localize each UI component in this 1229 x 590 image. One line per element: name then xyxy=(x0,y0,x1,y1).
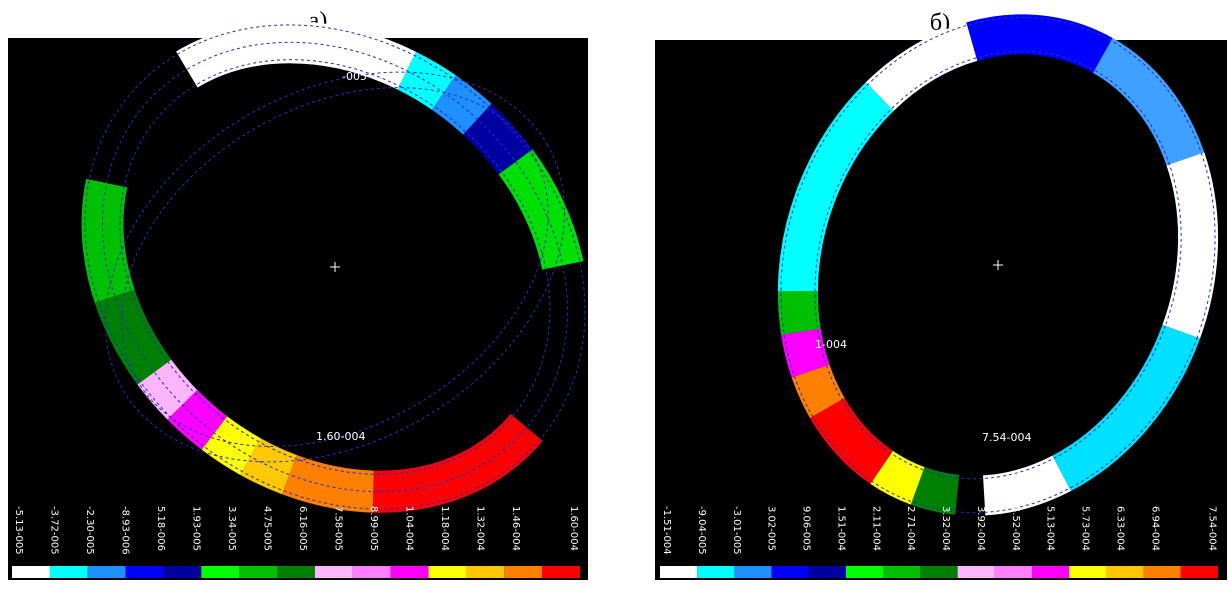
legend-label: 2.71-004 xyxy=(905,506,916,551)
legend-label: 8.99-005 xyxy=(368,506,379,551)
legend-label: 4.52-004 xyxy=(1010,506,1021,551)
legend-label: 4.75-005 xyxy=(262,506,273,551)
legend-label: 6.16-005 xyxy=(297,506,308,551)
legend-swatch xyxy=(660,566,697,578)
legend-swatch xyxy=(734,566,771,578)
legend-swatch xyxy=(277,566,315,578)
legend-label: -8.93-006 xyxy=(120,506,131,555)
legend-swatch xyxy=(239,566,277,578)
legend-swatch xyxy=(846,566,883,578)
legend-swatch xyxy=(772,566,809,578)
figure: а) б) -005 1.60-004 xyxy=(0,0,1229,585)
legend-label: 3.92-004 xyxy=(975,506,986,551)
legend-swatch xyxy=(429,566,467,578)
legend-swatch xyxy=(697,566,734,578)
legend-label: -3.01-005 xyxy=(731,506,742,555)
annotation: -005 xyxy=(342,70,367,83)
legend-label: 3.02-005 xyxy=(766,506,777,551)
legend-label: 1.93-005 xyxy=(191,506,202,551)
legend-label: 7.58-005 xyxy=(333,506,344,551)
legend-swatch xyxy=(1069,566,1106,578)
legend-swatch xyxy=(88,566,126,578)
legend-label: 1.60-004 xyxy=(568,506,579,551)
legend-label: -9.04-005 xyxy=(696,506,707,555)
legend-label: 1.46-004 xyxy=(510,506,521,551)
legend-swatch xyxy=(315,566,353,578)
legend-label: 6.33-004 xyxy=(1114,506,1125,551)
legend-swatch xyxy=(126,566,164,578)
legend-label: 9.06-005 xyxy=(801,506,812,551)
legend-swatch xyxy=(1144,566,1181,578)
legend-swatch xyxy=(504,566,542,578)
legend-label: 3.34-005 xyxy=(226,506,237,551)
legend-label: 1.32-004 xyxy=(475,506,486,551)
legend-label: 3.32-004 xyxy=(940,506,951,551)
legend-swatch xyxy=(920,566,957,578)
legend-label: 7.54-004 xyxy=(1206,506,1217,551)
legend-label: 5.13-004 xyxy=(1045,506,1056,551)
legend-label: -3.72-005 xyxy=(49,506,60,555)
annotation: 1-004 xyxy=(815,338,847,351)
legend-swatch xyxy=(958,566,995,578)
legend-swatch xyxy=(1181,566,1218,578)
legend-swatch xyxy=(883,566,920,578)
annotation: 1.60-004 xyxy=(316,430,365,443)
legend-swatch xyxy=(163,566,201,578)
legend-label: -1.51-004 xyxy=(661,506,672,555)
legend-swatch xyxy=(391,566,429,578)
legend-label: 6.94-004 xyxy=(1149,506,1160,551)
legend-swatch xyxy=(353,566,391,578)
legend-swatch xyxy=(50,566,88,578)
legend-swatch xyxy=(809,566,846,578)
legend-label: 1.18-004 xyxy=(439,506,450,551)
legend-label: 1.51-004 xyxy=(835,506,846,551)
legend-swatch xyxy=(201,566,239,578)
annotation: 7.54-004 xyxy=(982,431,1031,444)
legend-swatch xyxy=(542,566,580,578)
legend-swatch xyxy=(1106,566,1143,578)
legend-label: -5.13-005 xyxy=(13,506,24,555)
legend-swatch xyxy=(995,566,1032,578)
legend-label: 5.73-004 xyxy=(1080,506,1091,551)
legend-swatch xyxy=(12,566,50,578)
legend-swatch xyxy=(1032,566,1069,578)
legend-swatch xyxy=(466,566,504,578)
legend-label: 5.18-006 xyxy=(155,506,166,551)
legend-label: -2.30-005 xyxy=(84,506,95,555)
legend-label: 1.04-004 xyxy=(404,506,415,551)
legend-label: 2.11-004 xyxy=(870,506,881,551)
